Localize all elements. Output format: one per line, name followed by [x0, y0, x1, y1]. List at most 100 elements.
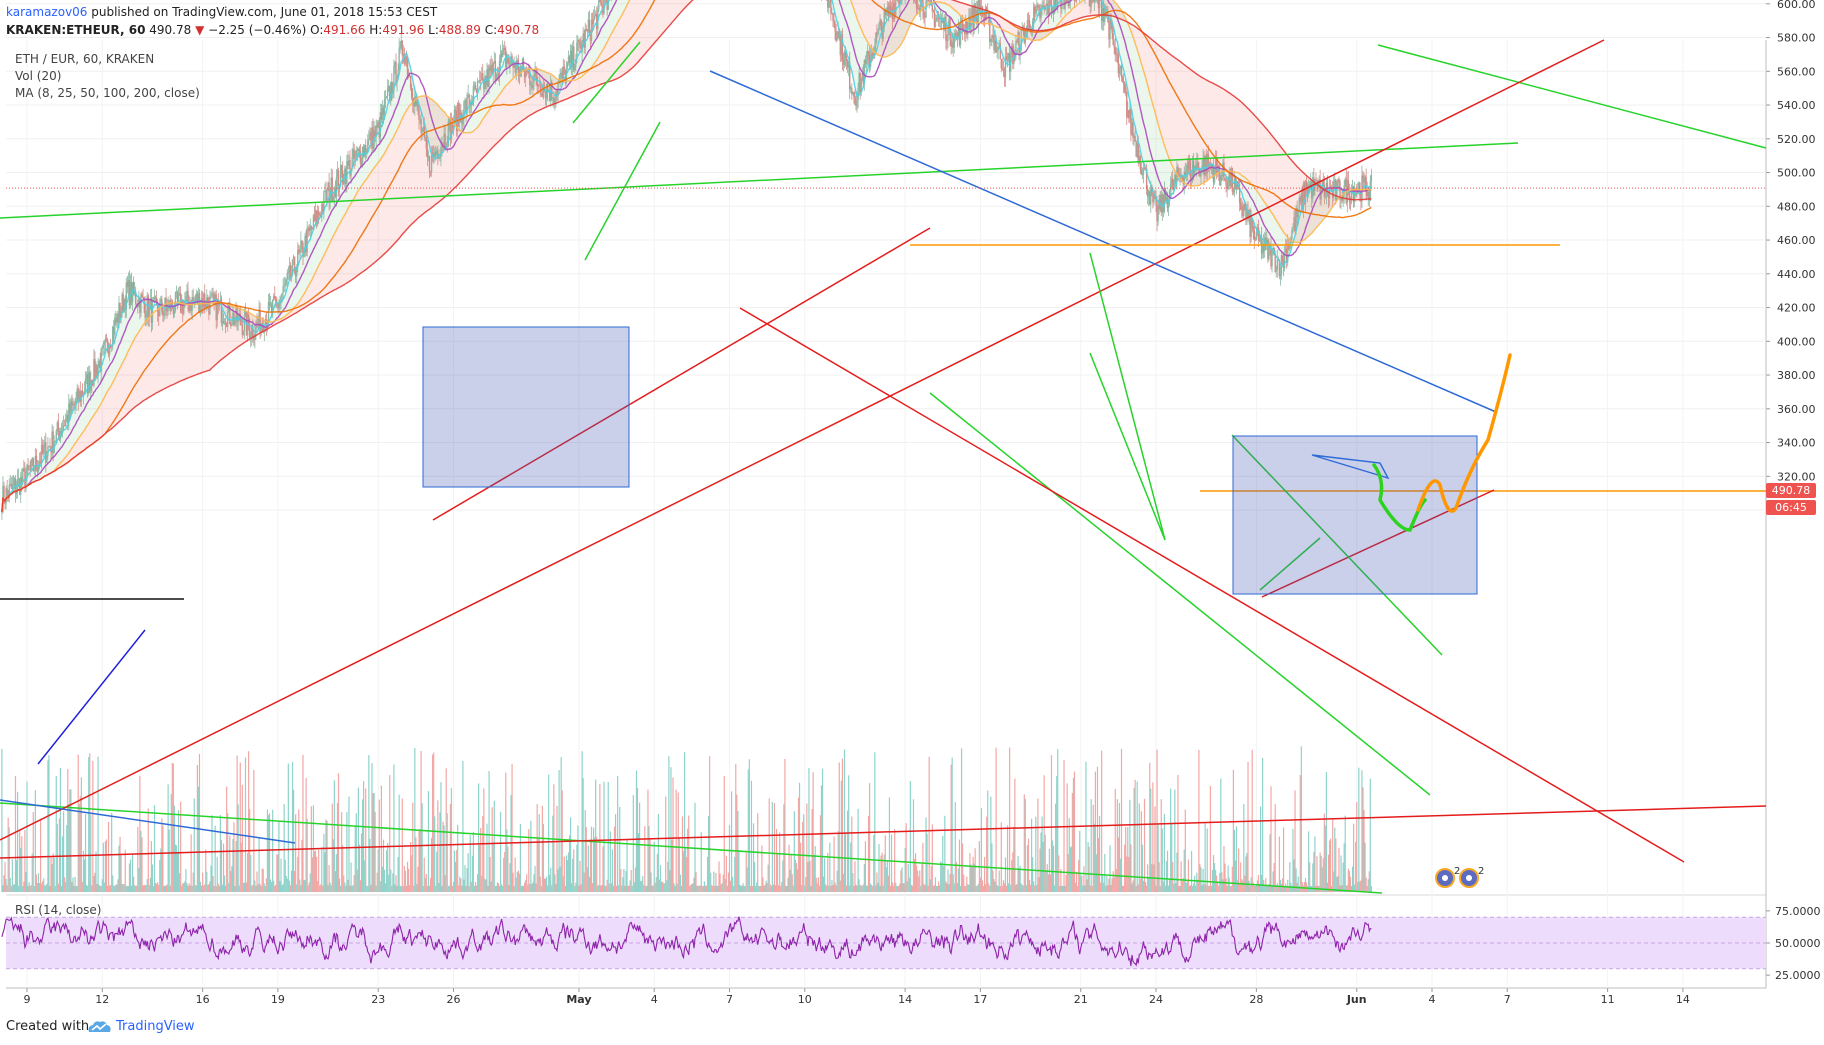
- candle-body: [49, 446, 51, 448]
- volume-bar: [131, 854, 134, 892]
- y-tick-label: 600.00: [1777, 0, 1816, 11]
- volume-bar: [303, 880, 305, 892]
- triangle-pattern: [1311, 454, 1390, 480]
- candle-body: [600, 1, 602, 5]
- candle-body: [534, 69, 536, 76]
- candle-body: [292, 256, 295, 260]
- volume-bar: [599, 784, 601, 892]
- tradingview-brand-link[interactable]: TradingView: [116, 1019, 195, 1034]
- volume-bar: [648, 826, 650, 892]
- volume-bar: [70, 789, 72, 892]
- candle-body: [83, 390, 86, 395]
- volume-bar: [108, 885, 111, 892]
- candle-body: [1027, 19, 1030, 21]
- candle-body: [889, 4, 892, 14]
- volume-bar: [240, 842, 242, 892]
- candle-body: [439, 156, 441, 159]
- volume-bar: [53, 857, 55, 892]
- volume-bar: [101, 879, 103, 892]
- volume-bar: [1350, 885, 1353, 892]
- y-tick-label: 320.00: [1777, 470, 1816, 483]
- candle-body: [570, 50, 573, 68]
- candle-body: [539, 85, 541, 94]
- volume-bar: [488, 771, 490, 892]
- candle-body: [241, 324, 244, 336]
- volume-bar: [465, 885, 467, 892]
- volume-bar: [882, 885, 884, 892]
- candle-body: [491, 65, 493, 74]
- candle-body: [861, 73, 863, 80]
- candle-body: [1019, 50, 1021, 55]
- trendline: [572, 41, 641, 124]
- candle-body: [1098, 0, 1101, 9]
- x-tick-label: 14: [898, 993, 912, 1006]
- volume-bar: [1139, 879, 1141, 892]
- candle-body: [1221, 174, 1223, 177]
- volume-bar: [554, 874, 556, 892]
- volume-bar: [170, 794, 172, 892]
- candle-body: [538, 85, 540, 87]
- candle-body: [1165, 197, 1168, 202]
- volume-bar: [211, 815, 213, 892]
- volume-bar: [214, 825, 216, 892]
- volume-bar: [466, 868, 468, 892]
- volume-bar: [1093, 823, 1095, 892]
- candle-body: [568, 56, 571, 64]
- volume-bar: [216, 857, 218, 892]
- volume-bar: [400, 885, 402, 892]
- volume-bar: [313, 851, 316, 892]
- candle-body: [993, 36, 995, 51]
- volume-bar: [1272, 871, 1274, 892]
- volume-bar: [1000, 822, 1002, 892]
- volume-bar: [397, 857, 399, 892]
- volume-bar: [175, 845, 178, 892]
- volume-bar: [963, 874, 965, 892]
- volume-bar: [220, 840, 223, 892]
- volume-bar: [183, 883, 185, 892]
- volume-bar: [981, 880, 984, 892]
- volume-bar: [264, 885, 266, 892]
- volume-bar: [853, 885, 855, 892]
- candle-body: [830, 0, 832, 14]
- candle-body: [310, 226, 313, 229]
- volume-bar: [578, 885, 580, 892]
- candle-body: [1040, 7, 1042, 19]
- volume-bar: [856, 885, 858, 892]
- volume-bar: [968, 884, 970, 892]
- volume-bar: [1342, 862, 1344, 892]
- author-link[interactable]: karamazov06: [6, 5, 88, 19]
- candle-body: [1234, 178, 1237, 188]
- candle-body: [126, 282, 129, 287]
- candle-body: [437, 150, 439, 159]
- candle-body: [504, 47, 506, 51]
- volume-bar: [1125, 827, 1127, 892]
- volume-bar: [1329, 838, 1332, 892]
- volume-bar: [1230, 885, 1232, 892]
- candle-body: [875, 32, 877, 46]
- volume-bar: [902, 882, 904, 892]
- volume-bar: [891, 882, 894, 892]
- candle-body: [139, 298, 141, 313]
- candle-body: [924, 17, 926, 18]
- candle-body: [1242, 205, 1244, 216]
- volume-bar: [627, 886, 629, 892]
- candle-body: [379, 112, 382, 138]
- candle-body: [1116, 54, 1119, 56]
- volume-bar: [141, 837, 143, 892]
- candle-body: [193, 299, 195, 301]
- volume-bar: [271, 882, 273, 892]
- volume-bar: [1228, 877, 1230, 892]
- candle-body: [61, 428, 64, 433]
- volume-bar: [1155, 885, 1157, 892]
- candle-body: [1106, 10, 1108, 17]
- volume-bar: [1348, 870, 1351, 892]
- candle-body: [298, 249, 300, 253]
- volume-bar: [834, 882, 836, 892]
- volume-bar: [377, 849, 379, 892]
- candle-body: [1339, 181, 1341, 200]
- trendline: [0, 802, 1383, 894]
- candle-body: [275, 299, 277, 302]
- candle-body: [347, 160, 349, 166]
- volume-bar: [1264, 885, 1266, 892]
